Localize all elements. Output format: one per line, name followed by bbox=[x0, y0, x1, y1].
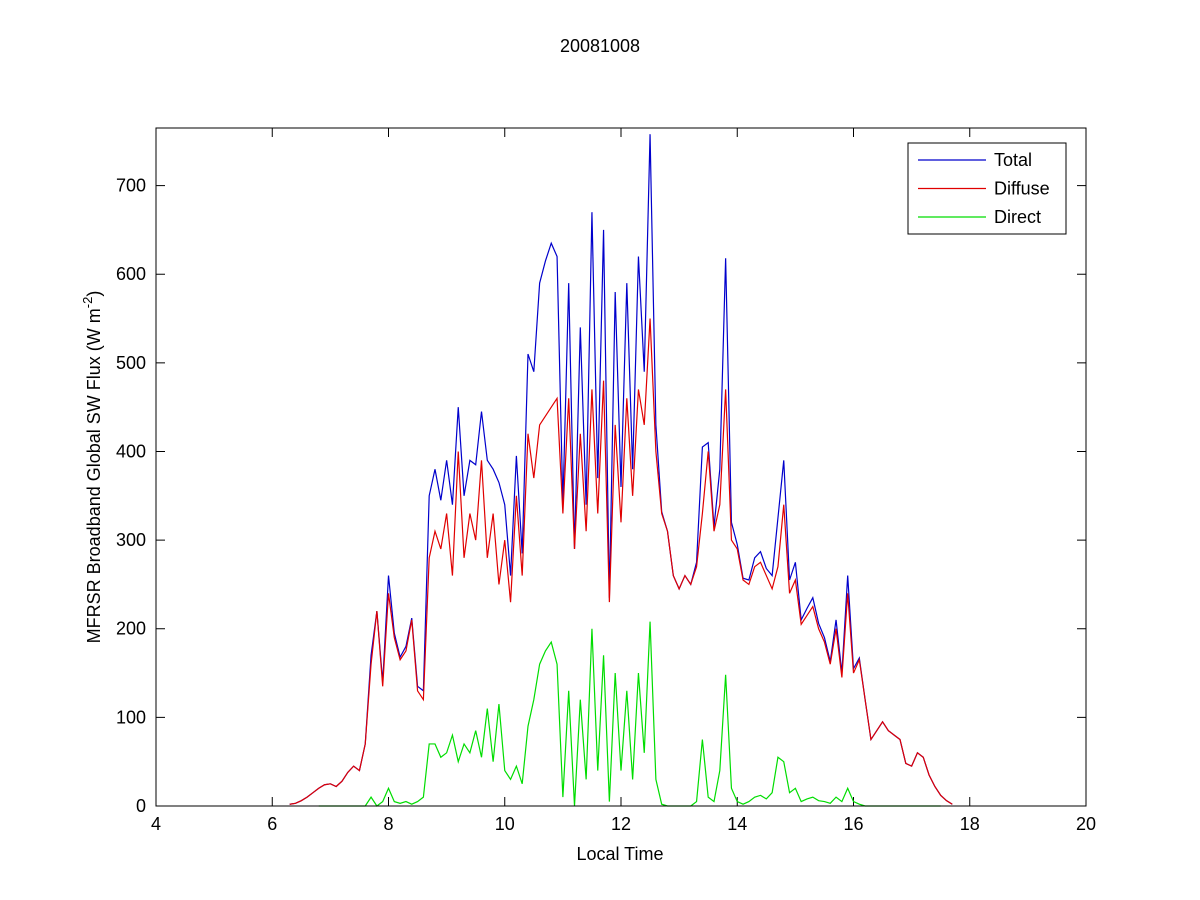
y-tick-label: 600 bbox=[116, 264, 146, 284]
y-label-suffix: ) bbox=[84, 291, 104, 297]
y-tick-label: 400 bbox=[116, 441, 146, 461]
y-tick-label: 200 bbox=[116, 619, 146, 639]
y-label-superscript: -2 bbox=[80, 297, 95, 309]
y-tick-label: 100 bbox=[116, 707, 146, 727]
x-axis-label: Local Time bbox=[576, 844, 663, 864]
legend-label: Diffuse bbox=[994, 179, 1050, 199]
series-line bbox=[318, 621, 941, 807]
series-line bbox=[289, 318, 953, 805]
y-tick-label: 0 bbox=[136, 796, 146, 816]
x-tick-label: 8 bbox=[383, 814, 393, 834]
legend-label: Total bbox=[994, 150, 1032, 170]
x-tick-label: 20 bbox=[1076, 814, 1096, 834]
y-tick-label: 500 bbox=[116, 353, 146, 373]
y-tick-label: 700 bbox=[116, 176, 146, 196]
x-tick-label: 16 bbox=[843, 814, 863, 834]
x-tick-label: 10 bbox=[495, 814, 515, 834]
x-tick-label: 18 bbox=[960, 814, 980, 834]
y-axis-label: MFRSR Broadband Global SW Flux (W m-2) bbox=[80, 291, 104, 644]
x-tick-label: 6 bbox=[267, 814, 277, 834]
x-tick-label: 4 bbox=[151, 814, 161, 834]
x-tick-label: 14 bbox=[727, 814, 747, 834]
chart-title: 20081008 bbox=[560, 36, 640, 56]
y-label-text: MFRSR Broadband Global SW Flux (W m bbox=[84, 308, 104, 643]
x-tick-label: 12 bbox=[611, 814, 631, 834]
y-tick-label: 300 bbox=[116, 530, 146, 550]
plot-frame bbox=[155, 127, 1087, 807]
legend-label: Direct bbox=[994, 207, 1041, 227]
